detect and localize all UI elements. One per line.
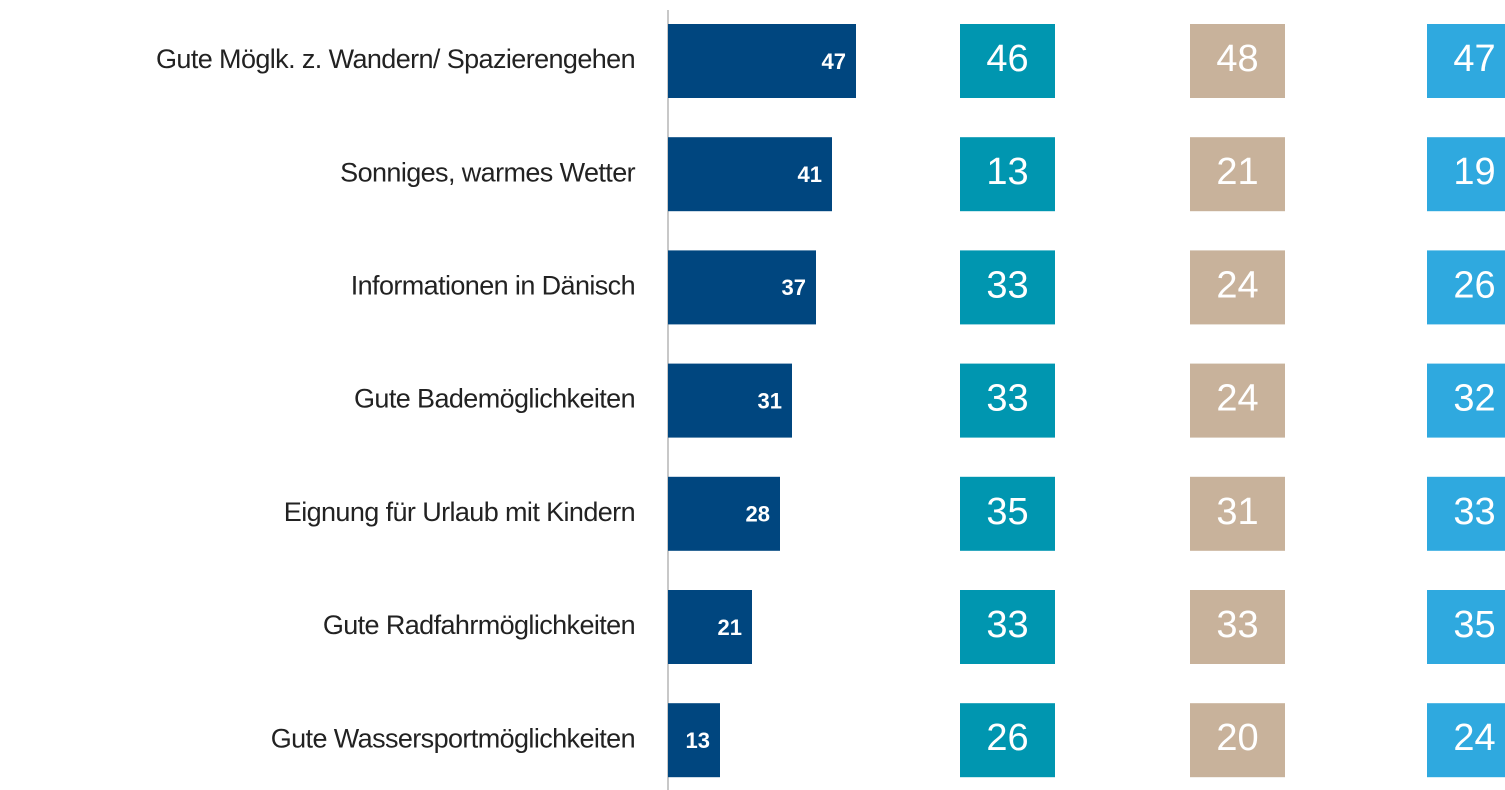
value-box-label: 33	[986, 604, 1028, 646]
value-box-label: 48	[1216, 38, 1258, 80]
category-label: Eignung für Urlaub mit Kindern	[284, 497, 635, 527]
value-box-label: 47	[1453, 38, 1495, 80]
value-box-label: 24	[1216, 378, 1258, 420]
bar-value-label: 31	[758, 388, 782, 413]
bar	[668, 250, 816, 325]
bar-value-label: 28	[746, 502, 770, 527]
value-box-label: 31	[1216, 491, 1258, 533]
value-box-label: 35	[986, 491, 1028, 533]
bar-value-label: 41	[798, 162, 822, 187]
category-label: Gute Radfahrmöglichkeiten	[323, 610, 635, 640]
value-box-label: 32	[1453, 378, 1495, 420]
bar-value-label: 21	[718, 615, 742, 640]
value-box-label: 46	[986, 38, 1028, 80]
value-box-label: 33	[986, 378, 1028, 420]
value-box	[1190, 476, 1285, 551]
value-box-label: 33	[986, 264, 1028, 306]
bar	[668, 590, 752, 664]
value-box	[1190, 363, 1285, 438]
value-box	[1427, 476, 1505, 551]
value-box-label: 20	[1216, 717, 1258, 759]
value-box	[960, 137, 1055, 212]
category-label: Gute Bademöglichkeiten	[354, 384, 635, 414]
value-box	[960, 590, 1055, 664]
value-box-label: 26	[986, 717, 1028, 759]
bar	[668, 476, 780, 551]
value-box	[1427, 24, 1505, 98]
value-box-label: 19	[1453, 151, 1495, 193]
bar-value-label: 47	[822, 49, 846, 74]
value-box-label: 13	[986, 151, 1028, 193]
value-box	[1427, 250, 1505, 325]
value-box-label: 21	[1216, 151, 1258, 193]
value-box-label: 24	[1216, 264, 1258, 306]
bar-value-label: 37	[782, 275, 806, 300]
value-box	[1190, 703, 1285, 778]
value-box	[960, 476, 1055, 551]
category-label: Gute Möglk. z. Wandern/ Spazierengehen	[156, 44, 635, 74]
value-box	[1427, 363, 1505, 438]
value-box	[1427, 590, 1505, 664]
bar	[668, 363, 792, 438]
category-label: Informationen in Dänisch	[351, 271, 635, 301]
value-box	[960, 250, 1055, 325]
value-box	[960, 363, 1055, 438]
value-box-label: 26	[1453, 264, 1495, 306]
bar-value-label: 13	[686, 728, 710, 753]
category-label: Gute Wassersportmöglichkeiten	[271, 723, 635, 753]
value-box	[960, 24, 1055, 98]
value-box	[1190, 24, 1285, 98]
value-box	[1190, 250, 1285, 325]
bar	[668, 137, 832, 212]
value-box-label: 24	[1453, 717, 1495, 759]
value-box	[1190, 590, 1285, 664]
value-box-label: 33	[1216, 604, 1258, 646]
value-box-label: 33	[1453, 491, 1495, 533]
value-box	[1427, 137, 1505, 212]
bar	[668, 703, 720, 778]
value-box	[1190, 137, 1285, 212]
category-label: Sonniges, warmes Wetter	[340, 157, 635, 187]
value-box-label: 35	[1453, 604, 1495, 646]
value-box	[1427, 703, 1505, 778]
bar	[668, 24, 856, 98]
value-box	[960, 703, 1055, 778]
